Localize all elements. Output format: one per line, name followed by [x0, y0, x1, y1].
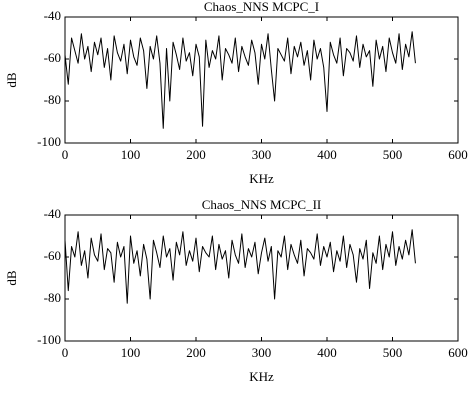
- y-tick-label: -80: [44, 290, 61, 305]
- x-axis-label: KHz: [249, 369, 274, 384]
- y-tick-label: -80: [44, 92, 61, 107]
- y-tick-label: -60: [44, 248, 61, 263]
- x-tick-label: 500: [383, 345, 403, 360]
- y-tick-label: -40: [44, 206, 61, 221]
- x-tick-label: 200: [186, 147, 206, 162]
- data-line: [64, 229, 416, 304]
- y-tick-label: -60: [44, 50, 61, 65]
- chart-title: Chaos_NNS MCPC_I: [204, 0, 319, 14]
- x-tick-label: 600: [448, 345, 468, 360]
- y-tick-label: -100: [37, 332, 61, 347]
- x-tick-label: 400: [317, 345, 337, 360]
- y-axis-label: dB: [4, 72, 19, 88]
- x-tick-label: 200: [186, 345, 206, 360]
- x-tick-label: 500: [383, 147, 403, 162]
- x-tick-label: 100: [121, 345, 141, 360]
- plot-frame: [64, 214, 459, 342]
- y-tick-label: -100: [37, 134, 61, 149]
- chart-title: Chaos_NNS MCPC_II: [202, 197, 322, 212]
- x-tick-label: 300: [252, 345, 272, 360]
- x-tick-label: 600: [448, 147, 468, 162]
- x-axis-label: KHz: [249, 171, 274, 186]
- y-tick-label: -40: [44, 8, 61, 23]
- data-line: [64, 31, 416, 129]
- x-tick-label: 0: [62, 345, 69, 360]
- plot-frame: [64, 16, 459, 144]
- x-tick-label: 400: [317, 147, 337, 162]
- x-tick-label: 0: [62, 147, 69, 162]
- y-axis-label: dB: [4, 270, 19, 286]
- x-tick-label: 300: [252, 147, 272, 162]
- x-tick-label: 100: [121, 147, 141, 162]
